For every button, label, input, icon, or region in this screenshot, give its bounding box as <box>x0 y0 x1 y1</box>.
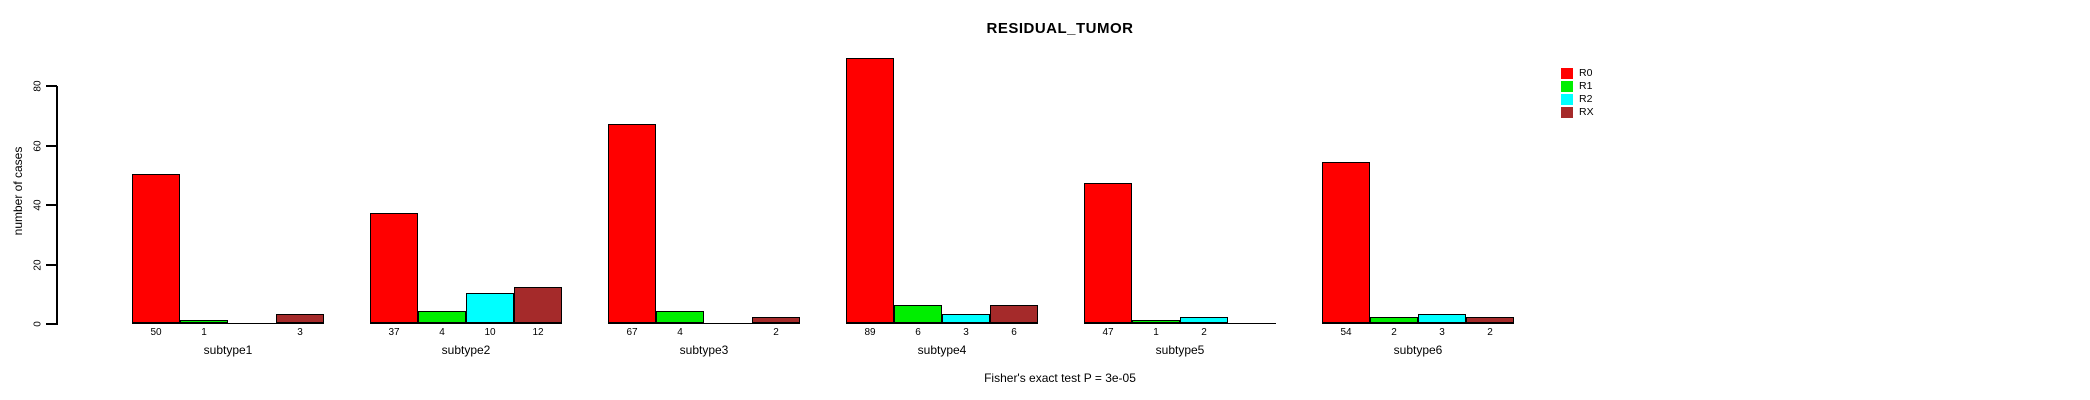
category-label: subtype2 <box>441 343 491 357</box>
y-axis-line <box>56 86 58 325</box>
bar-r2 <box>1418 314 1466 323</box>
bar-rx <box>990 305 1038 323</box>
legend-swatch-r2 <box>1561 93 1573 105</box>
bar-value-label: 3 <box>1439 327 1445 338</box>
bar-value-label: 12 <box>532 327 544 338</box>
bar-value-label: 6 <box>915 327 921 338</box>
legend-label: R1 <box>1579 80 1593 92</box>
legend-label: R0 <box>1579 67 1593 79</box>
legend-swatch-r1 <box>1561 80 1573 92</box>
y-tick-mark <box>46 323 57 325</box>
legend-swatch-rx <box>1561 106 1573 118</box>
legend-label: RX <box>1579 106 1594 118</box>
bar-group <box>846 53 1038 324</box>
bar-value-label: 4 <box>439 327 445 338</box>
bar-r1 <box>418 311 466 323</box>
bar-value-label: 89 <box>864 327 876 338</box>
bar-r0 <box>132 174 180 323</box>
legend-item-r1: R1 <box>1561 80 1592 92</box>
y-tick-label: 0 <box>32 321 44 327</box>
bar-value-label: 6 <box>1011 327 1017 338</box>
y-tick-mark <box>46 144 57 147</box>
bar-rx <box>752 317 800 323</box>
bar-group <box>608 53 800 324</box>
bar-r2 <box>942 314 990 323</box>
bar-group <box>370 53 562 324</box>
bar-r1 <box>894 305 942 323</box>
legend-swatch-r0 <box>1561 67 1573 79</box>
legend-item-r2: R2 <box>1561 93 1592 105</box>
bar-r1 <box>1132 320 1180 323</box>
category-label: subtype1 <box>203 343 253 357</box>
bar-group <box>1322 53 1514 324</box>
category-label: subtype4 <box>917 343 967 357</box>
bar-value-label: 3 <box>297 327 303 338</box>
bar-value-label: 10 <box>484 327 496 338</box>
bar-value-label: 1 <box>1153 327 1159 338</box>
y-tick-label: 60 <box>32 139 44 152</box>
bar-value-label: 2 <box>1201 327 1207 338</box>
category-label: subtype5 <box>1155 343 1205 357</box>
caption-fisher-test: Fisher's exact test P = 3e-05 <box>984 371 1136 385</box>
category-label: subtype3 <box>679 343 729 357</box>
bar-rx <box>276 314 324 323</box>
bar-value-label: 2 <box>773 327 779 338</box>
bar-value-label: 1 <box>201 327 207 338</box>
bar-r2 <box>466 293 514 323</box>
y-axis-label: number of cases <box>11 146 25 236</box>
bar-value-label: 50 <box>150 327 162 338</box>
chart-title: RESIDUAL_TUMOR <box>986 20 1134 37</box>
bar-r1 <box>1370 317 1418 323</box>
bar-value-label: 67 <box>626 327 638 338</box>
bar-r0 <box>1322 162 1370 323</box>
bar-r0 <box>1084 183 1132 323</box>
legend-label: R2 <box>1579 93 1593 105</box>
y-tick-mark <box>46 85 57 87</box>
bar-r0 <box>608 124 656 323</box>
bar-group <box>132 53 324 324</box>
bar-r2 <box>1180 317 1228 323</box>
legend-item-rx: RX <box>1561 106 1594 118</box>
bar-value-label: 47 <box>1102 327 1114 338</box>
y-tick-label: 40 <box>32 199 44 211</box>
bar-r0 <box>370 213 418 323</box>
bar-rx <box>514 287 562 323</box>
bar-value-label: 54 <box>1340 327 1352 338</box>
y-tick-mark <box>46 204 57 206</box>
y-tick-label: 80 <box>32 80 44 92</box>
bar-value-label: 2 <box>1487 327 1493 338</box>
bar-value-label: 4 <box>677 327 683 338</box>
bar-value-label: 3 <box>963 327 969 338</box>
legend-item-r0: R0 <box>1561 67 1592 79</box>
category-label: subtype6 <box>1393 343 1443 357</box>
bar-r1 <box>180 320 228 323</box>
bar-r1 <box>656 311 704 323</box>
bar-r0 <box>846 58 894 323</box>
y-tick-mark <box>46 263 57 266</box>
bar-rx <box>1466 317 1514 323</box>
bar-group <box>1084 53 1276 324</box>
bar-value-label: 2 <box>1391 327 1397 338</box>
y-tick-label: 20 <box>32 258 44 271</box>
bar-value-label: 37 <box>388 327 400 338</box>
